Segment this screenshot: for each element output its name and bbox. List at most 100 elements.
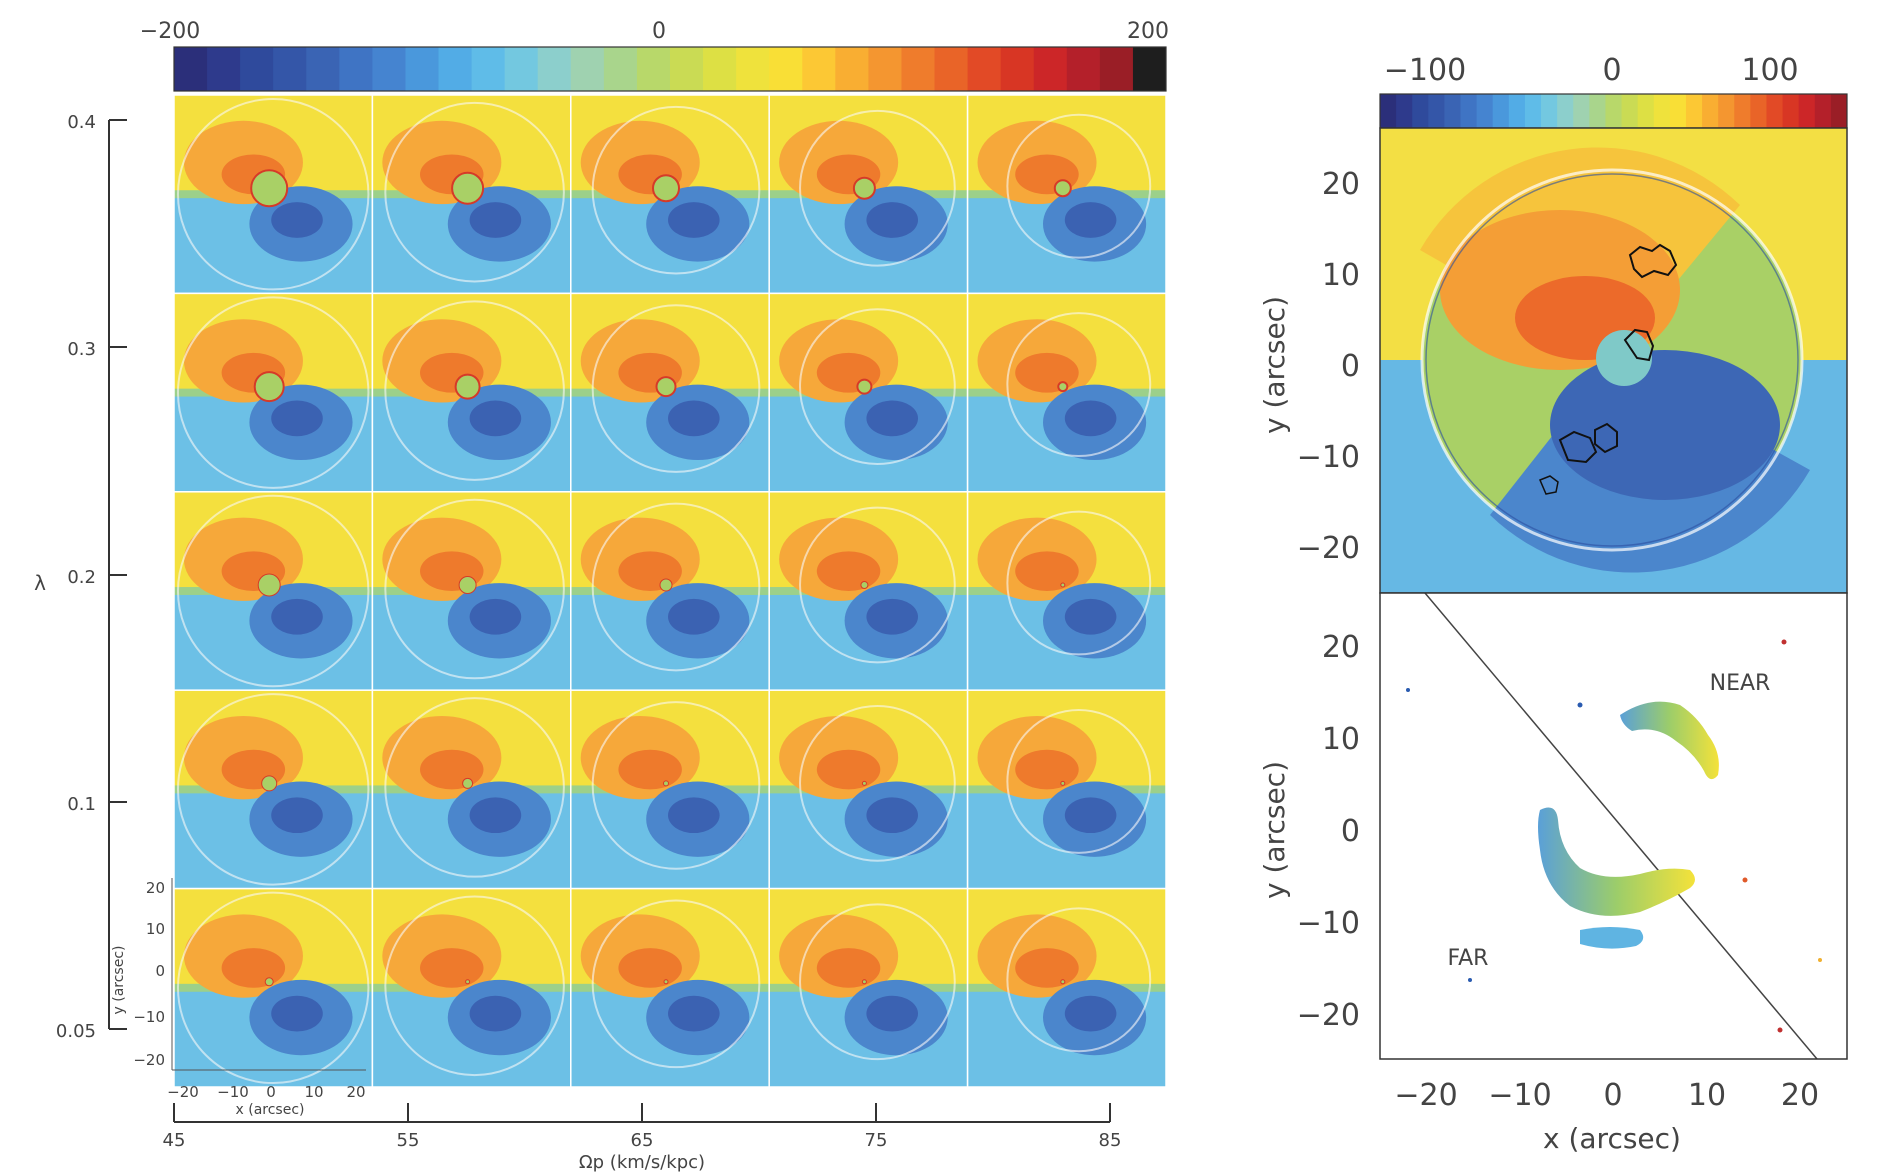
right-top-panel: [1380, 128, 1847, 593]
model-panel: [173, 887, 374, 1088]
model-panel: [966, 292, 1167, 493]
near-annotation: NEAR: [1710, 671, 1771, 696]
right-colorbar-segment: [1508, 94, 1526, 128]
right-colorbar-segment: [1541, 94, 1558, 128]
model-panel: [371, 94, 572, 295]
left-colorbar-segment: [570, 47, 605, 91]
right-colorbar-segment: [1798, 94, 1816, 128]
model-panel: [768, 689, 969, 890]
right-colorbar-segment: [1428, 94, 1445, 128]
inset-xtick-0: 0: [266, 1083, 276, 1101]
bottom-ytick-m10: −10: [1297, 906, 1360, 941]
left-colorbar-segment: [240, 47, 274, 91]
model-panel: [173, 689, 374, 890]
left-colorbar-segment: [802, 47, 836, 91]
right-colorbar-segment: [1412, 94, 1429, 128]
speed-tick-55: 55: [397, 1130, 420, 1151]
model-panel: [371, 689, 572, 890]
right-colorbar-tick-m100: −100: [1384, 53, 1466, 88]
left-colorbar-segment: [1033, 47, 1068, 91]
model-panel: [966, 887, 1167, 1088]
right-colorbar-segment: [1605, 94, 1623, 128]
right-colorbar-segment: [1637, 94, 1655, 128]
right-colorbar-segment: [1476, 94, 1494, 128]
inset-xtick-m20: −20: [167, 1083, 199, 1101]
right-bottom-frame: [1379, 592, 1848, 1060]
top-ytick-20: 20: [1322, 167, 1360, 202]
right-colorbar-segment: [1653, 94, 1671, 128]
left-colorbar: [173, 46, 1167, 92]
model-panel: [173, 491, 374, 691]
left-colorbar-segment: [1099, 47, 1134, 91]
speed-tick-75: 75: [865, 1130, 888, 1151]
lambda-tick-0.4: 0.4: [67, 112, 96, 133]
model-panel: [768, 94, 969, 295]
left-colorbar-segment: [736, 47, 770, 91]
lambda-tick-0.3: 0.3: [67, 339, 96, 360]
speed-tick-45: 45: [163, 1130, 186, 1151]
inset-axes: [171, 878, 366, 1071]
left-colorbar-segment: [438, 47, 473, 91]
speed-tick-65: 65: [631, 1130, 654, 1151]
left-colorbar-segment: [934, 47, 969, 91]
right-colorbar-segment: [1524, 94, 1542, 128]
left-colorbar-tick-mid: 0: [652, 19, 666, 44]
lambda-axis-label: λ: [34, 571, 46, 595]
bottom-xtick-m10: −10: [1488, 1078, 1551, 1113]
left-colorbar-segment: [372, 47, 406, 91]
right-colorbar-tick-100: 100: [1741, 53, 1798, 88]
model-panel: [173, 94, 374, 295]
right-colorbar-tick-0: 0: [1602, 53, 1621, 88]
right-colorbar-segment: [1718, 94, 1735, 128]
bottom-xtick-10: 10: [1688, 1078, 1726, 1113]
model-panel: [966, 94, 1167, 295]
right-colorbar: [1379, 93, 1848, 129]
top-ytick-0: 0: [1341, 349, 1360, 384]
right-colorbar-segment: [1589, 94, 1606, 128]
left-colorbar-segment: [1132, 47, 1167, 91]
bottom-ylabel: y (arcsec): [1258, 761, 1291, 899]
left-colorbar-segment: [306, 47, 340, 91]
left-colorbar-segment: [537, 47, 572, 91]
left-colorbar-segment: [273, 47, 307, 91]
inset-ytick-m20: −20: [133, 1051, 165, 1069]
right-colorbar-segment: [1492, 94, 1510, 128]
left-colorbar-segment: [835, 47, 869, 91]
right-colorbar-segment: [1766, 94, 1784, 128]
inset-ytick-m10: −10: [133, 1008, 165, 1026]
bottom-xtick-m20: −20: [1394, 1078, 1457, 1113]
left-colorbar-segment: [1000, 47, 1035, 91]
top-ytick-m10: −10: [1297, 440, 1360, 475]
inset-ytick-10: 10: [146, 920, 165, 938]
left-colorbar-segment: [603, 47, 638, 91]
model-panel: [570, 292, 770, 493]
near-far-divider-line: [1424, 593, 1818, 1059]
inset-xtick-10: 10: [304, 1083, 323, 1101]
bottom-xlabel: x (arcsec): [1543, 1122, 1681, 1155]
model-panel: [570, 887, 770, 1088]
top-ylabel: y (arcsec): [1258, 296, 1291, 434]
right-colorbar-segment: [1830, 94, 1848, 128]
top-ytick-m20: −20: [1297, 531, 1360, 566]
left-colorbar-segment: [901, 47, 936, 91]
right-colorbar-segment: [1685, 94, 1703, 128]
speed-tick-85: 85: [1099, 1130, 1122, 1151]
left-colorbar-tick-min: −200: [140, 19, 200, 44]
left-colorbar-segment: [868, 47, 902, 91]
bottom-ytick-0: 0: [1341, 814, 1360, 849]
left-colorbar-segment: [339, 47, 373, 91]
model-panel: [371, 887, 572, 1088]
right-colorbar-segment: [1750, 94, 1767, 128]
model-panel: [173, 292, 374, 493]
left-colorbar-segment: [207, 47, 241, 91]
far-annotation: FAR: [1448, 946, 1489, 971]
left-colorbar-segment: [967, 47, 1002, 91]
model-panel: [768, 491, 969, 691]
left-colorbar-segment: [174, 47, 208, 91]
left-colorbar-segment: [769, 47, 803, 91]
model-panel: [768, 887, 969, 1088]
right-colorbar-segment: [1669, 94, 1687, 128]
model-panel: [570, 94, 770, 295]
right-colorbar-segment: [1621, 94, 1639, 128]
right-colorbar-segment: [1573, 94, 1590, 128]
